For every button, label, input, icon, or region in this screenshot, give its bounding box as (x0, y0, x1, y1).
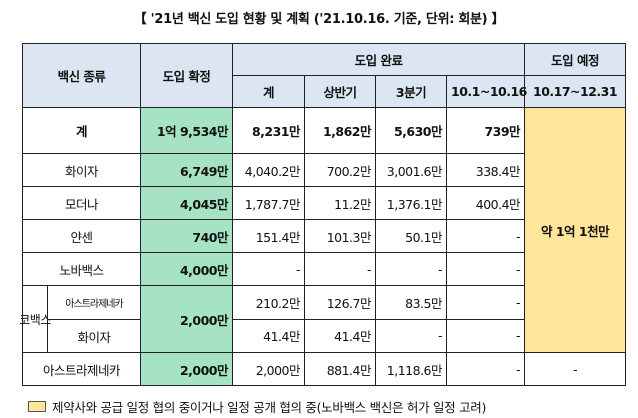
sub-row-name: 아스트라제네카 (48, 286, 140, 320)
h1-cell: 700.2만 (304, 153, 376, 187)
confirmed-cell: 6,749만 (140, 153, 233, 187)
row-name: 화이자 (22, 153, 141, 187)
header-oct: 10.1~10.16 (445, 75, 527, 108)
q3-cell: 1,376.1만 (375, 186, 447, 220)
total-cell: - (232, 252, 305, 286)
covax-group: 코백스 아스트라제네카 화이자 (19, 285, 141, 353)
header-confirmed: 도입 확정 (140, 43, 233, 108)
q3-cell: 1,118.6만 (375, 352, 447, 386)
h1-cell: 1,862만 (304, 107, 376, 154)
q3-cell: 83.5만 (375, 285, 447, 320)
row-name: 계 (22, 107, 141, 154)
h1-cell: 11.2만 (304, 186, 376, 220)
oct-cell: - (445, 352, 526, 386)
confirmed-cell: 2,000만 (140, 352, 233, 386)
table-row: 41.4만 41.4만 - - (23, 318, 626, 353)
table-row: 코백스 아스트라제네카 화이자 2,000만 210.2만 126.7만 83.… (19, 285, 626, 353)
legend-text: 제약사와 공급 일정 협의 중이거나 일정 공개 협의 중(노바백스 백신은 허… (52, 400, 487, 415)
total-cell: 4,040.2만 (232, 153, 305, 187)
row-name: 모더나 (22, 186, 141, 220)
confirmed-cell: 4,000만 (140, 252, 233, 286)
h1-cell: 41.4만 (304, 318, 376, 353)
row-name: 코백스 (19, 286, 51, 352)
table-row: 노바백스 4,000만 - - - - (22, 252, 626, 286)
oct-cell: - (445, 318, 526, 353)
table-row: 얀센 740만 151.4만 101.3만 50.1만 - (22, 219, 626, 253)
q3-cell: - (375, 252, 447, 286)
h1-cell: - (304, 252, 376, 286)
header-total: 계 (232, 75, 305, 108)
oct-cell: - (445, 285, 526, 320)
table-row: 모더나 4,045만 1,787.7만 11.2만 1,376.1만 400.4… (22, 186, 626, 220)
row-name: 아스트라제네카 (22, 352, 141, 386)
total-cell: 210.2만 (232, 285, 305, 320)
total-cell: 2,000만 (232, 352, 305, 386)
vaccine-table: 백신 종류 도입 확정 도입 완료 도입 예정 계 상반기 3분기 10.1~1… (19, 43, 627, 386)
total-cell: 41.4만 (232, 318, 305, 353)
q3-cell: 50.1만 (375, 219, 447, 253)
sub-row-name: 화이자 (77, 329, 111, 345)
header-q3: 3분기 (375, 75, 447, 108)
legend: 제약사와 공급 일정 협의 중이거나 일정 공개 협의 중(노바백스 백신은 허… (28, 397, 486, 416)
total-cell: 1,787.7만 (232, 186, 305, 220)
q3-cell: - (375, 318, 447, 353)
total-cell: 8,231만 (232, 107, 305, 154)
legend-swatch (28, 401, 46, 412)
oct-cell: 739만 (445, 107, 526, 154)
row-name: 노바백스 (22, 252, 141, 286)
confirmed-cell: 2,000만 (140, 285, 233, 353)
header-completed: 도입 완료 (231, 43, 526, 76)
table-row: 화이자 6,749만 4,040.2만 700.2만 3,001.6만 338.… (22, 153, 626, 187)
header-planned: 도입 예정 (524, 43, 627, 76)
h1-cell: 126.7만 (304, 285, 376, 320)
total-cell: 151.4만 (232, 219, 305, 253)
row-name: 얀센 (22, 219, 141, 253)
planned-cell: 약 1억 1천만 (524, 107, 627, 353)
oct-cell: 338.4만 (445, 153, 526, 187)
q3-cell: 3,001.6만 (375, 153, 447, 187)
header-h1: 상반기 (304, 75, 376, 108)
table-row: 계 1억 9,534만 8,231만 1,862만 5,630만 739만 약 … (22, 107, 627, 353)
header-plan-period: 10.17~12.31 (524, 75, 627, 108)
oct-cell: 400.4만 (445, 186, 526, 220)
h1-cell: 101.3만 (304, 219, 376, 253)
plan-cell: - (524, 352, 627, 386)
header-vaccine: 백신 종류 (22, 43, 141, 108)
h1-cell: 881.4만 (304, 352, 376, 386)
confirmed-cell: 740만 (140, 219, 233, 253)
confirmed-cell: 4,045만 (140, 186, 233, 220)
table-title: 【 '21년 백신 도입 현황 및 계획 ('21.10.16. 기준, 단위:… (133, 12, 505, 27)
oct-cell: - (445, 252, 526, 286)
q3-cell: 5,630만 (375, 107, 447, 154)
confirmed-cell: 1억 9,534만 (140, 107, 233, 154)
oct-cell: - (445, 219, 526, 253)
table-row: 아스트라제네카 2,000만 2,000만 881.4만 1,118.6만 - … (22, 352, 627, 386)
